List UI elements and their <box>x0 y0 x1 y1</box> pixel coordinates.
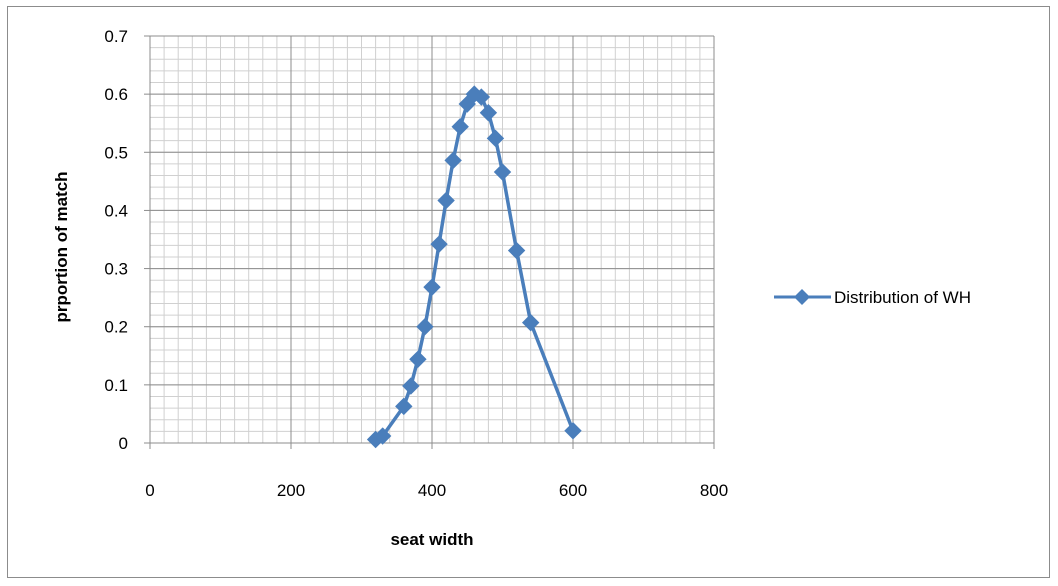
y-tick-label: 0.7 <box>104 27 128 46</box>
data-point-marker <box>437 191 455 210</box>
data-point-marker <box>430 235 448 253</box>
y-tick-label: 0.1 <box>104 376 128 395</box>
data-point-marker <box>479 104 498 122</box>
data-point-marker <box>493 163 512 181</box>
y-axis-title: prportion of match <box>52 171 71 322</box>
x-tick-label: 800 <box>700 481 728 500</box>
y-tick-label: 0 <box>119 434 128 453</box>
major-gridlines <box>144 35 715 449</box>
series-group <box>366 85 582 449</box>
data-point-marker <box>451 117 469 136</box>
x-tick-label: 200 <box>277 481 305 500</box>
data-point-marker <box>423 278 441 296</box>
y-tick-label: 0.2 <box>104 318 128 337</box>
legend: Distribution of WH <box>774 288 971 307</box>
data-point-marker <box>507 241 526 260</box>
y-tick-label: 0.6 <box>104 85 128 104</box>
x-tick-label: 400 <box>418 481 446 500</box>
x-tick-label: 600 <box>559 481 587 500</box>
data-point-marker <box>486 129 505 148</box>
legend-marker <box>794 289 810 305</box>
y-tick-label: 0.4 <box>104 201 128 220</box>
y-axis-ticks: 0 0.1 0.2 0.3 0.4 0.5 0.6 0.7 <box>104 27 128 453</box>
data-point-marker <box>395 397 413 416</box>
data-point-marker <box>409 350 427 368</box>
data-point-marker <box>402 377 420 395</box>
data-point-marker <box>416 318 434 336</box>
data-point-marker <box>458 95 476 113</box>
y-tick-label: 0.3 <box>104 260 128 279</box>
data-point-marker <box>373 427 392 445</box>
data-point-marker <box>444 151 462 170</box>
data-point-marker <box>472 88 491 106</box>
y-tick-label: 0.5 <box>104 143 128 162</box>
legend-label: Distribution of WH <box>834 288 971 307</box>
data-point-marker <box>521 313 540 332</box>
x-tick-label: 0 <box>145 481 154 500</box>
x-axis-ticks: 0 200 400 600 800 <box>145 481 728 500</box>
x-axis-title: seat width <box>390 530 473 549</box>
data-point-marker <box>564 422 582 440</box>
